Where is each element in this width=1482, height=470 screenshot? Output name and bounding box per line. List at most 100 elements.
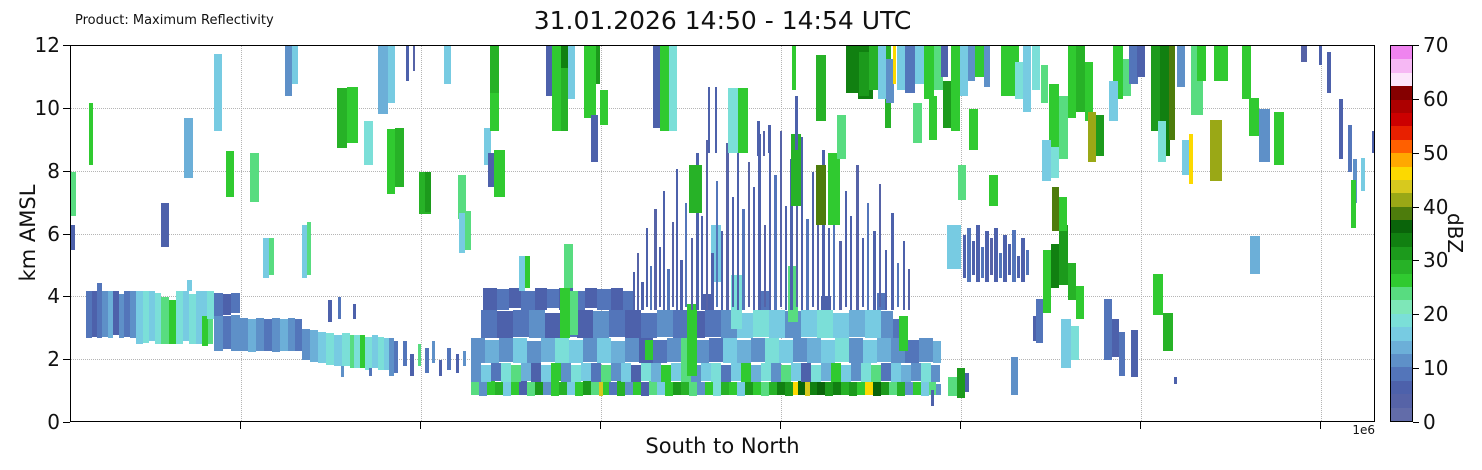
reflectivity-bar [1163, 313, 1173, 351]
plot-area [70, 45, 1375, 422]
reflectivity-bar [871, 364, 881, 383]
reflectivity-bar [196, 291, 202, 345]
reflectivity-bar [879, 184, 881, 307]
y-tick-label: 4 [47, 284, 60, 309]
reflectivity-bar [650, 265, 652, 310]
colorbar-segment [1391, 273, 1412, 288]
reflectivity-bar [873, 231, 876, 310]
colorbar-segment [1391, 260, 1412, 274]
reflectivity-bar [499, 338, 513, 362]
reflectivity-bar [791, 363, 801, 381]
reflectivity-bar [737, 339, 751, 364]
reflectivity-bar [1001, 46, 1019, 97]
reflectivity-bar [1015, 61, 1023, 100]
reflectivity-bar [1076, 286, 1084, 320]
reflectivity-bar [1052, 187, 1059, 232]
reflectivity-bar [1041, 64, 1048, 103]
colorbar-tick-mark [1413, 206, 1419, 208]
reflectivity-bar [599, 382, 603, 397]
reflectivity-bar [795, 96, 798, 150]
reflectivity-bar [1059, 196, 1067, 232]
reflectivity-bar [897, 262, 899, 307]
reflectivity-bar [915, 46, 924, 84]
colorbar-tick-mark [1413, 368, 1419, 370]
reflectivity-bar [695, 339, 709, 364]
reflectivity-bar [913, 382, 921, 395]
reflectivity-bar [611, 287, 623, 310]
reflectivity-bar [905, 339, 919, 364]
reflectivity-bar [968, 46, 975, 81]
reflectivity-bar [835, 338, 849, 362]
reflectivity-bar [899, 316, 908, 351]
x-gridline [421, 46, 422, 421]
reflectivity-bar [561, 46, 568, 131]
reflectivity-bar [833, 313, 849, 339]
colorbar-tick-mark [1413, 422, 1419, 423]
reflectivity-bar [965, 372, 969, 392]
reflectivity-bar [881, 382, 889, 395]
reflectivity-bar [601, 364, 611, 383]
x-tick-mark [420, 422, 421, 429]
reflectivity-bar [406, 46, 409, 81]
reflectivity-bar [471, 363, 481, 383]
colorbar-tick-label: 30 [1423, 248, 1449, 273]
reflectivity-bar [310, 330, 318, 362]
reflectivity-bar [497, 311, 513, 339]
reflectivity-bar [577, 309, 593, 339]
reflectivity-bar [176, 291, 183, 345]
reflectivity-bar [458, 174, 466, 219]
reflectivity-bar [921, 363, 931, 383]
reflectivity-bar [742, 209, 745, 310]
reflectivity-bar [481, 309, 497, 339]
reflectivity-bar [425, 347, 429, 373]
reflectivity-bar [1348, 124, 1352, 172]
reflectivity-bar [637, 253, 639, 310]
reflectivity-bar [575, 382, 583, 397]
reflectivity-bar [791, 133, 801, 207]
reflectivity-bar [169, 300, 176, 345]
reflectivity-bar [657, 382, 665, 395]
reflectivity-bar [768, 124, 771, 153]
reflectivity-bar [646, 228, 648, 307]
reflectivity-bar [753, 309, 769, 337]
reflectivity-bar [653, 46, 660, 128]
reflectivity-bar [519, 256, 525, 292]
reflectivity-bar [295, 319, 302, 351]
reflectivity-bar [1088, 111, 1096, 163]
reflectivity-bar [788, 265, 798, 323]
reflectivity-bar [302, 328, 310, 361]
reflectivity-bar [1372, 130, 1374, 153]
reflectivity-bar [933, 341, 941, 364]
colorbar-segment [1391, 287, 1412, 301]
reflectivity-bar [785, 206, 787, 310]
reflectivity-bar [729, 382, 737, 395]
reflectivity-bar [889, 382, 897, 395]
reflectivity-bar [633, 382, 641, 395]
colorbar-tick-mark [1413, 152, 1419, 154]
reflectivity-bar [337, 88, 347, 149]
reflectivity-bar [696, 152, 699, 310]
reflectivity-bar [841, 382, 849, 395]
x-tick-mark [600, 422, 601, 429]
reflectivity-bar [527, 341, 541, 364]
colorbar-segment [1391, 126, 1412, 140]
reflectivity-bar [552, 46, 561, 131]
reflectivity-bar [706, 140, 708, 310]
reflectivity-bar [672, 221, 674, 307]
reflectivity-bar [741, 363, 751, 383]
reflectivity-bar [738, 88, 748, 153]
reflectivity-bar [444, 46, 451, 84]
reflectivity-bar [761, 382, 769, 397]
colorbar-label: dBZ [1443, 212, 1467, 254]
reflectivity-bar [763, 130, 765, 156]
reflectivity-bar [680, 259, 683, 310]
reflectivity-bar [781, 364, 791, 383]
reflectivity-bar [1059, 96, 1068, 160]
reflectivity-bar [307, 221, 311, 276]
reflectivity-bar [878, 46, 886, 100]
reflectivity-bar [527, 382, 535, 397]
reflectivity-bar [881, 363, 891, 381]
reflectivity-bar [226, 151, 234, 197]
reflectivity-bar [136, 291, 143, 345]
reflectivity-bar [934, 46, 943, 90]
